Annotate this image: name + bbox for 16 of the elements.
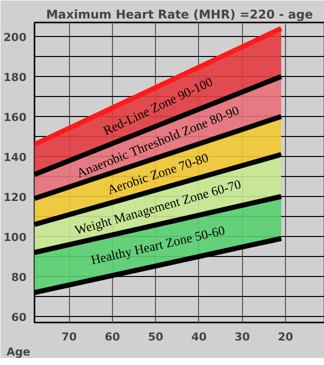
x-tick-label: 50 bbox=[148, 330, 164, 344]
y-tick-label: 120 bbox=[4, 191, 27, 204]
x-tick-label: 70 bbox=[61, 330, 78, 344]
x-axis-title: Age bbox=[6, 346, 30, 358]
x-tick-label: 40 bbox=[191, 330, 207, 344]
y-tick-label: 100 bbox=[4, 231, 27, 244]
y-tick-label: 80 bbox=[11, 271, 27, 284]
y-tick-label: 160 bbox=[4, 111, 27, 124]
chart-title: Maximum Heart Rate (MHR) =220 - age bbox=[46, 8, 313, 22]
x-tick-label: 60 bbox=[104, 330, 120, 344]
x-tick-label: 30 bbox=[234, 330, 250, 344]
x-tick-label: 20 bbox=[278, 330, 294, 344]
y-tick-label: 200 bbox=[4, 31, 27, 44]
y-tick-label: 60 bbox=[11, 311, 27, 324]
y-tick-label: 140 bbox=[4, 151, 27, 164]
y-tick-label: 180 bbox=[4, 71, 27, 84]
